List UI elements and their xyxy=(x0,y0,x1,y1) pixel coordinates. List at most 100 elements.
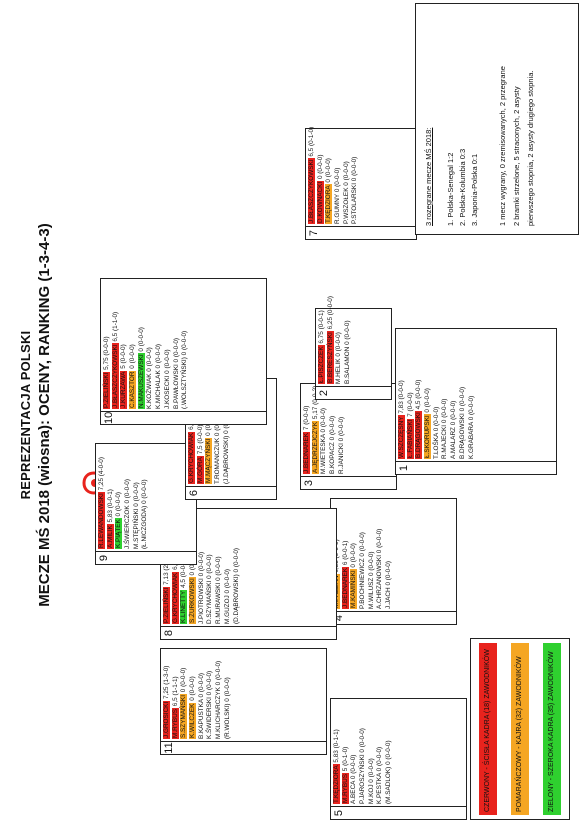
player-stat: 0 (0-0-0) xyxy=(450,400,458,428)
position-number: 8 xyxy=(161,626,336,639)
page-title-line2: MECZE MŚ 2018 (wiosna): OCENY, RANKING (… xyxy=(36,223,53,607)
player-name: (D.DĄBROWSKI) xyxy=(232,574,240,624)
player-row: (D.DĄBROWSKI) 0 (0-0-0) xyxy=(233,511,242,624)
player-stat: 4,5 (0-0-0) xyxy=(415,379,423,412)
player-row: J.KURZAWA 5 (0-0-0) xyxy=(120,281,129,409)
player-row: A.MALARZ 0 (0-0-0) xyxy=(450,331,459,459)
player-row: W.SZCZĘSNY 7,83 (0-0-0) xyxy=(398,331,407,459)
player-stat: 0 (0-0-0) xyxy=(458,386,466,414)
player-row: Ł.SKORUPSKI 0 (0-0-0) xyxy=(424,331,433,459)
position-number: 5 xyxy=(331,806,466,819)
player-name: D.KOWNACKI xyxy=(316,180,324,224)
player-stat: 0 (0-0-0) xyxy=(367,551,375,578)
player-name: A.MALARZ xyxy=(450,427,458,459)
player-name: T.KĘDZIORA xyxy=(325,184,333,224)
player-name: B.BERESZYŃSKI xyxy=(326,331,334,384)
player-row: R.MURAWSKI 0 (0-0-0) xyxy=(215,511,224,624)
player-name: K.GRABARA xyxy=(467,422,475,459)
player-stat: 0 (0-0-0) xyxy=(350,754,358,781)
player-row: Ł.PISZCZEK 6,75 (0-0-1) xyxy=(318,310,327,384)
player-row: T.LOŚKA 0 (0-0-0) xyxy=(433,331,442,459)
player-row: A.MILIK 5,83 (0-0-1) xyxy=(106,446,116,549)
player-stat: 0 (0-0-0) xyxy=(129,344,137,371)
player-name: G.KRYCHOWIAK xyxy=(171,571,179,624)
player-name: K.PIĄTEK xyxy=(115,518,123,549)
player-stat: 0 (0-0-0) xyxy=(181,330,189,358)
player-stat: 0 (0-0-0) xyxy=(329,415,337,443)
player-name: K.WILCZEK xyxy=(189,702,197,739)
player-name: M.GÓRA xyxy=(196,456,204,484)
position-box-9: 9 R.LEWANDOWSKI 7,25 (4-0-0) A.MILIK 5,83 … xyxy=(95,443,197,565)
player-stat: 6,25 (0-0-0) xyxy=(326,296,334,332)
player-stat: 6,75 (0-0-1) xyxy=(318,310,325,346)
matches-info-box: 3 rozegrane mecze MŚ 2018: 1. Polska-Sen… xyxy=(415,3,579,235)
player-row: M.GUZOJ 0 (0-0-0) xyxy=(224,511,233,624)
player-name: P.WSZOŁEK xyxy=(342,187,350,224)
player-row: M.WILUSZ 0 (0-0-0) xyxy=(368,501,377,609)
player-stat: 0 (0-0-0) xyxy=(376,528,384,556)
player-row: (.WOLSZTYŃSKI) 0 (0-0-0) xyxy=(181,281,190,409)
player-stat: 0 (0-0-0) xyxy=(359,532,367,559)
player-row: R.GUMNY 0 (0-0-0) xyxy=(334,131,343,224)
player-row: J.BŁASZCZYKOWSKI 6,5 (1-1-0) xyxy=(111,281,121,409)
player-stat: 0 (0-0-0) xyxy=(146,347,154,374)
player-stat: 6,5 (1-1-0) xyxy=(111,311,119,344)
player-row: J.JACH 0 (0-0-0) xyxy=(385,501,394,609)
player-name: S.SZYMAŃSKI xyxy=(180,694,188,739)
player-stat: 0 (0-0-0) xyxy=(163,349,171,376)
player-stat: 6,5 (0-1-0) xyxy=(308,126,315,159)
position-box-7: 7 J.BŁASZCZYKOWSKI 6,5 (0-1-0) D.KOWNACKI … xyxy=(305,127,417,240)
info-line: 3. Japonia-Polska 0:1 xyxy=(470,153,479,226)
position-box-2: 2 Ł.PISZCZEK 6,75 (0-0-1) B.BERESZYŃSKI 6,… xyxy=(315,296,392,400)
player-stat: 0 (0-0-0) xyxy=(223,677,231,704)
player-stat: 0 (0-0-0) xyxy=(441,398,449,425)
player-row: (M.SADLOK) 0 (0-0-0) xyxy=(385,701,394,804)
player-row: T.KĘDZIORA 0 (0-0-0) xyxy=(325,131,334,224)
player-name: M.RYBUS xyxy=(341,772,349,804)
player-name: B.PAWŁOWSKI xyxy=(172,364,180,409)
player-stat: 0 (0-0-0) xyxy=(197,672,205,700)
player-row: B.PAWŁOWSKI 0 (0-0-0) xyxy=(173,281,182,409)
player-name: P.ZIELIŃSKI xyxy=(163,586,170,624)
player-row: J.BEDNAREK 7 (0-0-0) xyxy=(303,386,312,474)
player-stat: 0 (0-0-0) xyxy=(215,556,223,583)
player-stat: 7,25 (1-3-0) xyxy=(163,665,170,701)
player-name: B.SALAMON xyxy=(344,346,352,384)
player-stat: 0 (0-0-0) xyxy=(337,416,345,444)
player-name: M.KLICHARCZYK xyxy=(215,687,223,739)
player-name: G.KRYCHOWIAK xyxy=(188,431,195,484)
player-stat: 7 (0-0-0) xyxy=(303,405,310,432)
position-number: 1 xyxy=(396,461,556,474)
player-row: K.KOŻWIAK 0 (0-0-0) xyxy=(146,281,155,409)
player-row: K.MICHALAK 0 (0-0-0) xyxy=(155,281,164,409)
player-name: Ł.FABIAŃSKI xyxy=(406,418,414,459)
player-name: Ł.SKORUPSKI xyxy=(424,414,432,459)
player-stat: 0 (0-0-0) xyxy=(189,676,197,703)
player-row: J.BŁASZCZYKOWSKI 6,5 (0-1-0) xyxy=(308,127,317,224)
position-box-10: 10 P.ZIELIŃSKI 5,75 (0-0-0) J.BŁASZCZYKOWS… xyxy=(100,278,267,425)
player-name: B.KOPACZ xyxy=(329,442,337,474)
player-row: Ł.FABIAŃSKI 7 (0-0-0) xyxy=(406,331,416,459)
player-row: C.KASZTOR 0 (0-0-0) xyxy=(129,281,138,409)
player-stat: 0 (0-0-0) xyxy=(350,543,358,570)
player-stat: 0 (0-0-0) xyxy=(385,740,393,767)
player-row: M.RYBUS 5 (0-1-0) xyxy=(341,701,351,804)
player-name: J.GROSICKI xyxy=(163,700,170,739)
player-row: P.STOLARSKI 0 (0-0-0) xyxy=(351,131,360,224)
player-stat: 0 (0-0-0) xyxy=(342,161,350,188)
player-row: P.JAROSZYŃSKI 0 (0-0-0) xyxy=(359,701,368,804)
player-stat: 0 (0-0-0) xyxy=(359,728,367,755)
player-stat: 0 (0-0-0) xyxy=(206,670,214,698)
player-name: A.JĘDRZEJCZYK xyxy=(311,420,319,474)
player-row: D.KOWNACKI 0 (0-0-0) xyxy=(316,131,326,224)
player-stat: 7,25 (4-0-0) xyxy=(98,457,105,493)
player-stat: 0 (0-0-0) xyxy=(367,758,375,785)
player-name: (J.DĄBROWSKI) xyxy=(222,435,230,484)
player-row: K.GRABARA 0 (0-0-0) xyxy=(468,331,477,459)
player-name: M.MĄCZYŃSKI xyxy=(205,437,213,484)
position-number: 2 xyxy=(316,386,391,399)
player-name: A.CHRZANOWSKI xyxy=(376,555,384,609)
player-row: R.MAJECKI 0 (0-0-0) xyxy=(441,331,450,459)
player-stat: 6 (0-0-1) xyxy=(341,540,349,567)
player-name: T.KĘDZIORA xyxy=(333,764,340,804)
